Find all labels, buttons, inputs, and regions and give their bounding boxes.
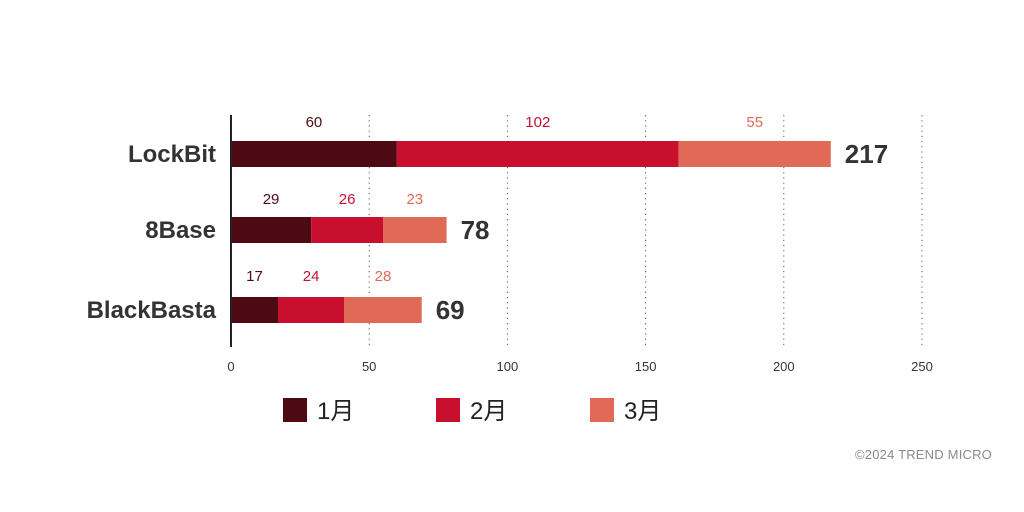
bar-LockBit-3月 — [678, 141, 831, 167]
legend-swatch-2月 — [436, 398, 460, 422]
legend-label-2月: 2月 — [470, 398, 507, 425]
data-label-BlackBasta-1月: 17 — [246, 268, 263, 285]
bar-LockBit-2月 — [396, 141, 679, 167]
data-label-BlackBasta-3月: 28 — [375, 268, 392, 285]
tick-label-200: 200 — [773, 359, 795, 374]
bar-8Base-1月 — [231, 217, 312, 243]
legend: 1月 2月 3月 — [283, 398, 661, 425]
data-label-BlackBasta-2月: 24 — [303, 268, 320, 285]
x-axis-ticks: 0 50 100 150 200 250 — [227, 359, 932, 374]
bar-BlackBasta-2月 — [277, 297, 345, 323]
bar-BlackBasta-1月 — [231, 297, 278, 323]
data-label-8Base-3月: 23 — [406, 191, 423, 208]
data-label-LockBit-2月: 102 — [525, 114, 550, 131]
copyright-text: ©2024 TREND MICRO — [855, 447, 992, 462]
data-label-LockBit-3月: 55 — [746, 114, 763, 131]
tick-label-150: 150 — [635, 359, 657, 374]
legend-label-3月: 3月 — [624, 398, 661, 425]
tick-label-0: 0 — [227, 359, 234, 374]
total-label-BlackBasta: 69 — [436, 295, 465, 325]
bar-8Base-3月 — [383, 217, 447, 243]
category-label-LockBit: LockBit — [128, 141, 216, 168]
data-label-8Base-1月: 29 — [263, 191, 280, 208]
total-label-LockBit: 217 — [845, 139, 888, 169]
category-label-8Base: 8Base — [145, 217, 216, 244]
category-label-BlackBasta: BlackBasta — [87, 297, 217, 324]
tick-label-100: 100 — [497, 359, 519, 374]
bar-LockBit-1月 — [231, 141, 397, 167]
tick-label-250: 250 — [911, 359, 933, 374]
data-label-LockBit-1月: 60 — [306, 114, 323, 131]
legend-label-1月: 1月 — [317, 398, 354, 425]
bar-8Base-2月 — [311, 217, 384, 243]
legend-swatch-1月 — [283, 398, 307, 422]
legend-swatch-3月 — [590, 398, 614, 422]
bars-layer: 60 102 55 LockBit 217 29 26 23 8Base 78 17 24 28 Blac… — [87, 114, 889, 325]
data-label-8Base-2月: 26 — [339, 191, 356, 208]
tick-label-50: 50 — [362, 359, 376, 374]
total-label-8Base: 78 — [461, 215, 490, 245]
bar-BlackBasta-3月 — [344, 297, 422, 323]
